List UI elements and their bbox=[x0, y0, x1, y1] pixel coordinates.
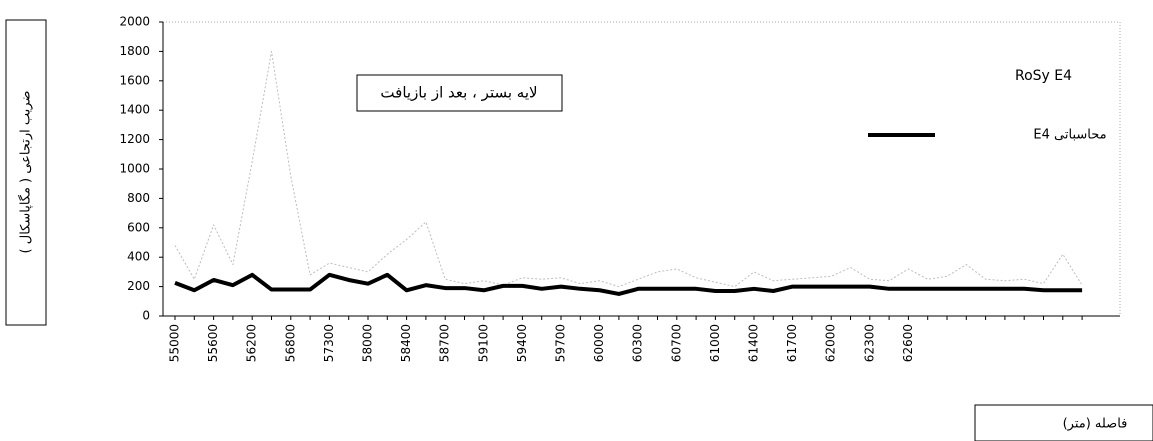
x-tick-label: 59100 bbox=[476, 324, 490, 362]
y-tick-label: 800 bbox=[127, 191, 150, 205]
y-tick-label: 1000 bbox=[119, 162, 150, 176]
y-tick-label: 1600 bbox=[119, 73, 150, 87]
annotation: لایه بستر ، بعد از بازیافت bbox=[380, 84, 537, 102]
y-tick-label: 1800 bbox=[119, 44, 150, 58]
legend-label: محاسباتی E4 bbox=[1033, 128, 1106, 143]
x-tick-label: 55600 bbox=[206, 324, 220, 362]
x-tick-label: 56200 bbox=[245, 324, 259, 362]
x-tick-label: 60000 bbox=[592, 324, 606, 362]
x-axis-label: فاصله (متر) bbox=[1063, 417, 1128, 432]
x-tick-label: 60700 bbox=[669, 324, 683, 362]
x-tick-label: 58000 bbox=[361, 324, 375, 362]
x-tick-label: 61400 bbox=[747, 324, 761, 362]
x-tick-label: 57300 bbox=[322, 324, 336, 362]
x-tick-label: 62600 bbox=[901, 324, 915, 362]
legend-label: RoSy E4 bbox=[1015, 68, 1072, 84]
x-tick-label: 60300 bbox=[631, 324, 645, 362]
y-tick-label: 1200 bbox=[119, 132, 150, 146]
series-line bbox=[174, 50, 1083, 288]
x-tick-label: 55000 bbox=[168, 324, 182, 362]
series-line bbox=[174, 272, 1083, 296]
x-tick-label: 56800 bbox=[283, 324, 297, 362]
annotation-box bbox=[356, 74, 563, 112]
x-tick-label: 59400 bbox=[515, 324, 529, 362]
y-tick-label: 600 bbox=[127, 220, 150, 234]
x-tick-label: 62300 bbox=[862, 324, 876, 362]
y-tick-label: 1400 bbox=[119, 103, 150, 117]
y-tick-label: 400 bbox=[127, 250, 150, 264]
x-tick-label: 58700 bbox=[438, 324, 452, 362]
y-axis-label: ضریب ارتجاعی ( مگاپاسکال ) bbox=[18, 91, 34, 254]
y-tick-label: 0 bbox=[142, 309, 150, 323]
y-label-box bbox=[5, 19, 47, 326]
x-tick-label: 58400 bbox=[399, 324, 413, 362]
x-tick-label: 59700 bbox=[554, 324, 568, 362]
x-tick-label: 61700 bbox=[785, 324, 799, 362]
y-tick-label: 200 bbox=[127, 279, 150, 293]
x-tick-label: 62000 bbox=[824, 324, 838, 362]
y-tick-label: 2000 bbox=[119, 15, 150, 29]
x-tick-label: 61000 bbox=[708, 324, 722, 362]
x-label-box bbox=[974, 404, 1153, 441]
